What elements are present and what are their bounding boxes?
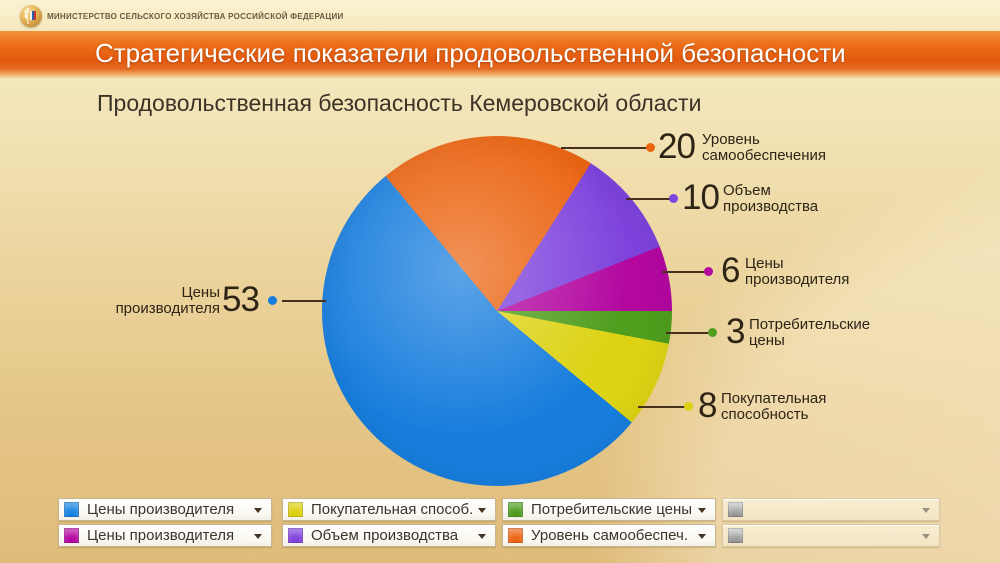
callout-dot — [704, 267, 713, 276]
callout-label-line: Объем — [723, 182, 771, 199]
callout-label-line: Потребительские — [749, 316, 871, 333]
dropdown-label: Уровень самообеспеч. — [531, 527, 689, 544]
callout-line — [561, 147, 646, 149]
callout-line — [666, 332, 710, 334]
callout-label-line: цены — [749, 331, 785, 349]
callout-dot — [268, 296, 277, 305]
callout-dot — [669, 194, 678, 203]
dropdown-label: Цены производителя — [87, 527, 235, 544]
callout-label-line: способность — [721, 405, 809, 423]
callout-label-line: Покупательная — [721, 390, 827, 407]
chevron-down-icon — [254, 508, 262, 513]
color-swatch-icon — [288, 502, 303, 517]
callout-value: 20 — [658, 127, 696, 166]
chevron-down-icon — [478, 508, 486, 513]
callout-line — [282, 300, 326, 302]
callout-value: 8 — [698, 386, 717, 425]
callout-value: 53 — [222, 280, 260, 319]
pie-gloss-overlay — [322, 136, 672, 486]
callout-line — [638, 406, 686, 408]
color-swatch-icon — [508, 528, 523, 543]
callout-label: Потребительские цены — [749, 317, 870, 348]
russian-flag-icon — [30, 11, 36, 20]
callout-label: Уровень самообеспечения — [702, 132, 826, 163]
callout-dot — [646, 143, 655, 152]
ministry-logo-icon — [20, 5, 42, 27]
page-title: Стратегические показатели продовольствен… — [95, 38, 846, 68]
wheat-ear-icon — [24, 7, 30, 25]
callout-line — [626, 198, 671, 200]
callout-label: Объем производства — [723, 183, 818, 214]
dropdown-label: Объем производства — [311, 527, 459, 544]
callout-label-line: Цены — [745, 255, 784, 272]
ministry-name: МИНИСТЕРСТВО СЕЛЬСКОГО ХОЗЯЙСТВА РОССИЙС… — [47, 12, 344, 21]
dropdown-series-green[interactable]: Потребительские цены — [502, 498, 716, 521]
callout-label-line: Уровень — [702, 131, 760, 148]
callout-value: 6 — [721, 251, 740, 290]
color-swatch-icon — [728, 502, 743, 517]
top-bar: МИНИСТЕРСТВО СЕЛЬСКОГО ХОЗЯЙСТВА РОССИЙС… — [0, 0, 1000, 31]
callout-label: Цены производителя — [60, 285, 220, 316]
chevron-down-icon — [698, 508, 706, 513]
callout-label: Цены производителя — [745, 256, 849, 287]
dropdown-series-yellow[interactable]: Покупательная способ. — [282, 498, 496, 521]
callout-label-line: самообеспечения — [702, 146, 827, 164]
chevron-down-icon — [478, 534, 486, 539]
dropdown-empty-2[interactable] — [722, 524, 940, 547]
dropdown-series-orange[interactable]: Уровень самообеспеч. — [502, 524, 716, 547]
color-swatch-icon — [508, 502, 523, 517]
chevron-down-icon — [254, 534, 262, 539]
dropdown-series-magenta[interactable]: Цены производителя — [58, 524, 272, 547]
page-header: Стратегические показатели продовольствен… — [0, 31, 1000, 78]
chart-title: Продовольственная безопасность Кемеровск… — [97, 90, 702, 116]
callout-label-line: Цены — [181, 284, 220, 301]
chevron-down-icon — [922, 508, 930, 513]
callout-label-line: производителя — [115, 299, 220, 317]
callout-dot — [684, 402, 693, 411]
color-swatch-icon — [64, 502, 79, 517]
dropdown-empty-1[interactable] — [722, 498, 940, 521]
dropdown-series-purple[interactable]: Объем производства — [282, 524, 496, 547]
color-swatch-icon — [64, 528, 79, 543]
color-swatch-icon — [288, 528, 303, 543]
callout-line — [662, 271, 706, 273]
dropdown-label: Цены производителя — [87, 501, 235, 518]
callout-label-line: производителя — [745, 270, 850, 288]
callout-dot — [708, 328, 717, 337]
callout-label-line: производства — [723, 197, 819, 215]
callout-value: 10 — [682, 178, 720, 217]
chevron-down-icon — [698, 534, 706, 539]
chevron-down-icon — [922, 534, 930, 539]
callout-value: 3 — [726, 312, 745, 351]
pie-chart[interactable] — [322, 136, 672, 486]
callout-label: Покупательная способность — [721, 391, 826, 422]
dropdown-series-blue[interactable]: Цены производителя — [58, 498, 272, 521]
dropdown-label: Покупательная способ. — [311, 501, 474, 518]
color-swatch-icon — [728, 528, 743, 543]
dropdown-label: Потребительские цены — [531, 501, 693, 518]
